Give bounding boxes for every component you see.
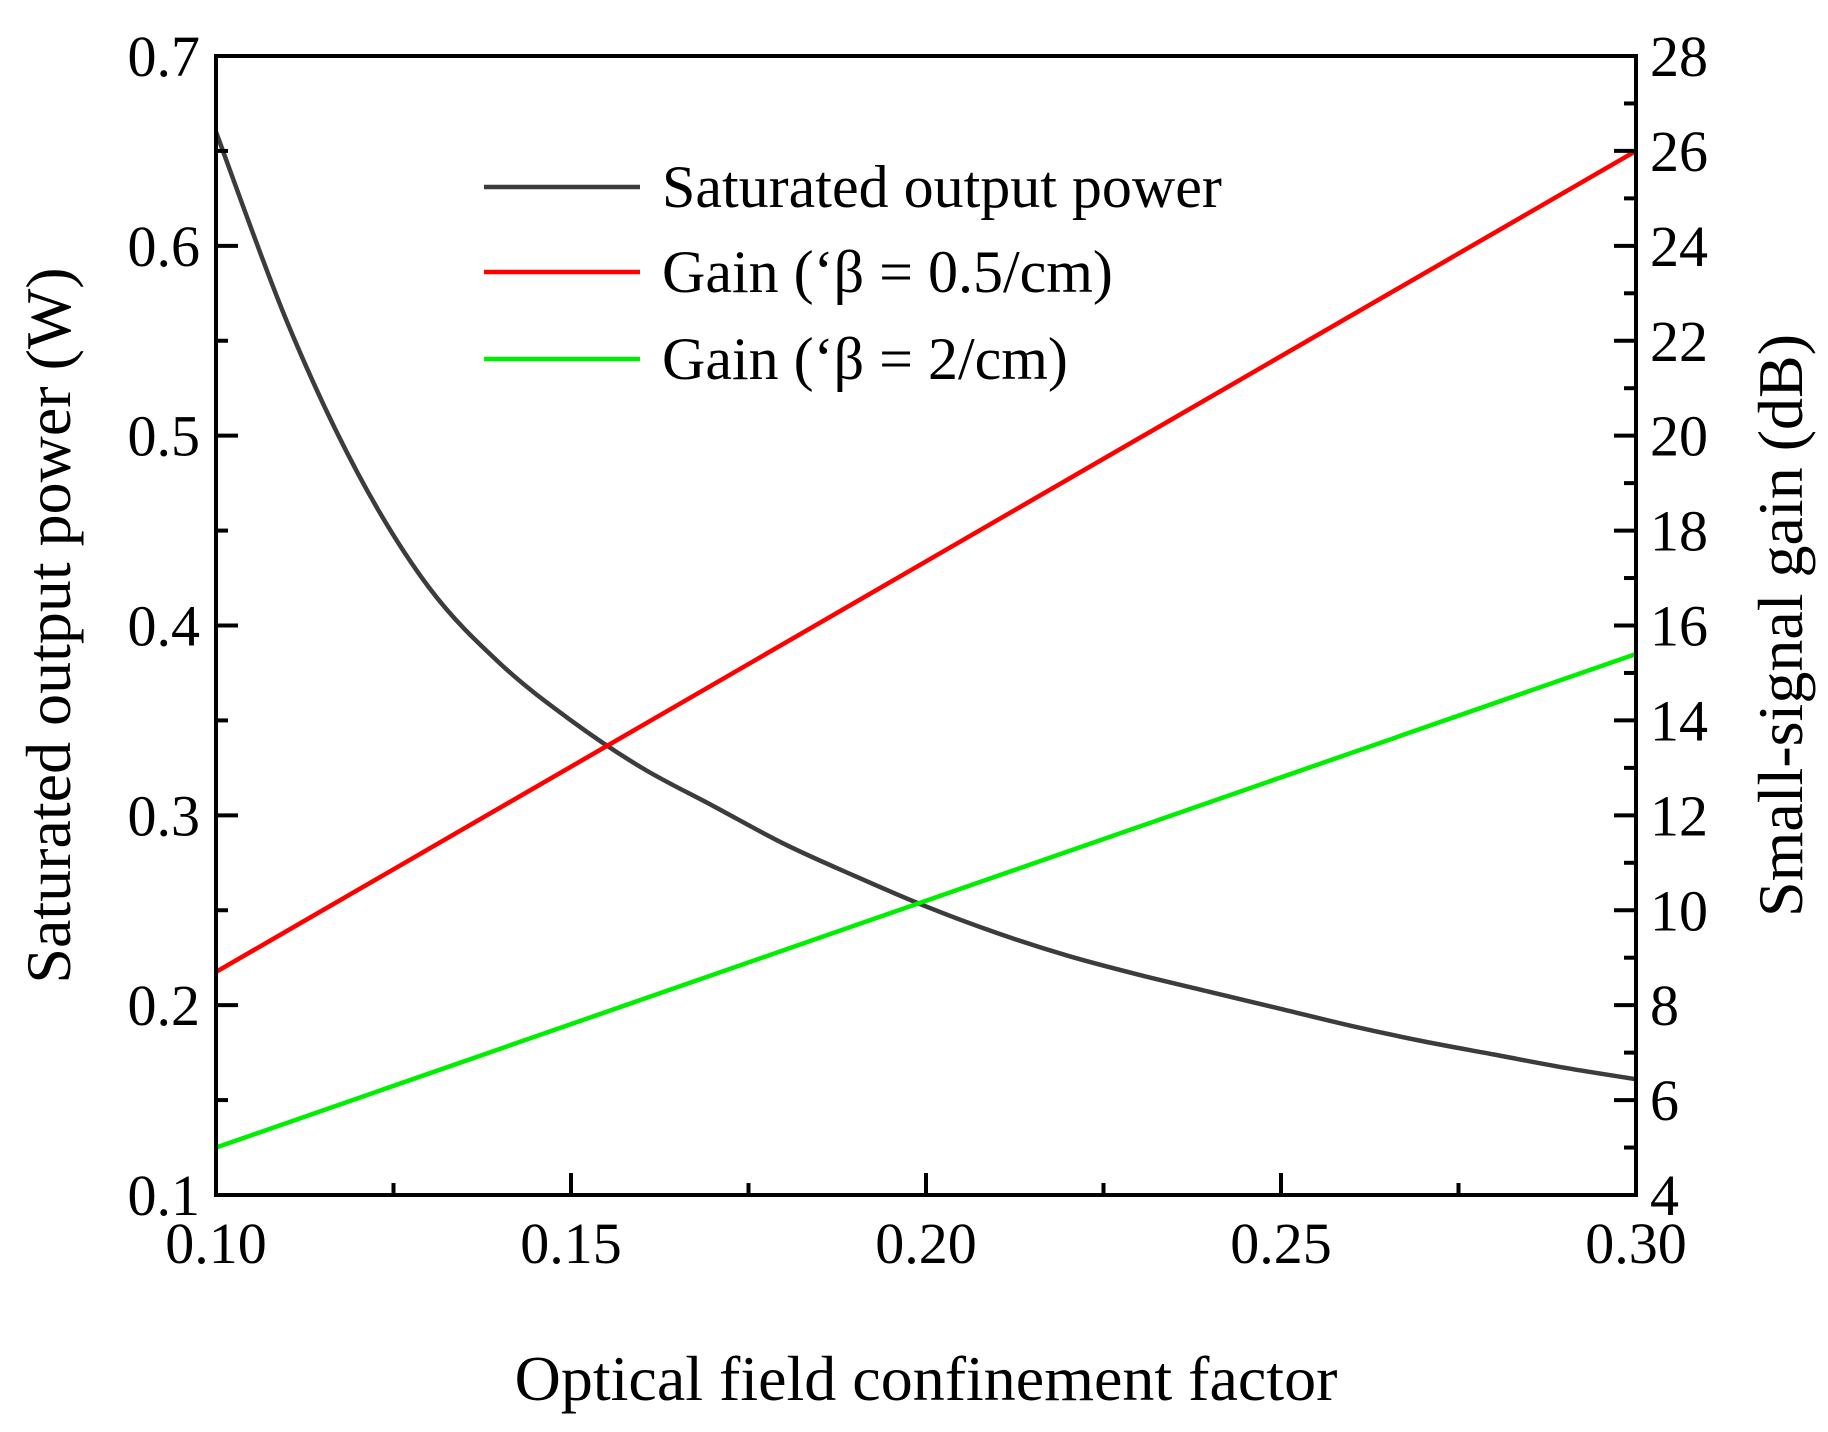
right-y-axis-title: Small-signal gain (dB) [1745, 334, 1816, 917]
right-y-axis-ticks: 4 6 8 10 12 14 16 18 20 22 24 26 28 [1614, 24, 1708, 1228]
x-tick-label: 0.20 [875, 1211, 977, 1276]
y-right-tick-label: 20 [1650, 404, 1708, 469]
y-left-tick-label: 0.5 [128, 404, 201, 469]
x-tick-label: 0.15 [520, 1211, 622, 1276]
y-right-tick-label: 16 [1650, 594, 1708, 659]
x-axis-title: Optical field confinement factor [515, 1343, 1338, 1414]
plot-frame [214, 54, 1638, 1197]
y-left-tick-label: 0.4 [128, 594, 201, 659]
y-left-tick-label: 0.1 [128, 1163, 201, 1228]
y-right-tick-label: 10 [1650, 878, 1708, 943]
y-right-tick-label: 18 [1650, 499, 1708, 564]
y-right-tick-label: 4 [1650, 1163, 1679, 1228]
left-y-axis-ticks: 0.1 0.2 0.3 0.4 0.5 0.6 0.7 [128, 24, 238, 1228]
y-right-tick-label: 14 [1650, 688, 1708, 753]
x-axis-ticks: 0.10 0.15 0.20 0.25 0.30 [165, 1173, 1687, 1276]
y-right-tick-label: 24 [1650, 214, 1708, 279]
series-line-3 [215, 651, 1637, 1150]
y-right-tick-label: 12 [1650, 783, 1708, 848]
y-right-tick-label: 26 [1650, 119, 1708, 184]
y-right-tick-label: 22 [1650, 309, 1708, 374]
y-left-tick-label: 0.6 [128, 214, 201, 279]
y-right-tick-label: 6 [1650, 1068, 1679, 1133]
y-right-tick-label: 8 [1650, 973, 1679, 1038]
series-line-1 [213, 131, 1637, 1082]
series-line-2 [214, 148, 1638, 974]
y-left-tick-label: 0.3 [128, 783, 201, 848]
series-lines [213, 131, 1638, 1150]
y-left-tick-label: 0.2 [128, 973, 201, 1038]
y-left-tick-label: 0.7 [128, 24, 201, 89]
left-y-axis-title: Saturated output power (W) [13, 267, 84, 983]
y-right-tick-label: 28 [1650, 24, 1708, 89]
x-tick-label: 0.30 [1585, 1211, 1687, 1276]
legend-label-1: Saturated output power [662, 154, 1222, 220]
x-tick-label: 0.10 [165, 1211, 267, 1276]
legend-label-3: Gain (‘β = 2/cm) [662, 326, 1068, 392]
legend-label-2: Gain (‘β = 0.5/cm) [662, 239, 1113, 305]
legend: Saturated output power Gain (‘β = 0.5/cm)… [484, 154, 1222, 392]
x-tick-label: 0.25 [1230, 1211, 1332, 1276]
